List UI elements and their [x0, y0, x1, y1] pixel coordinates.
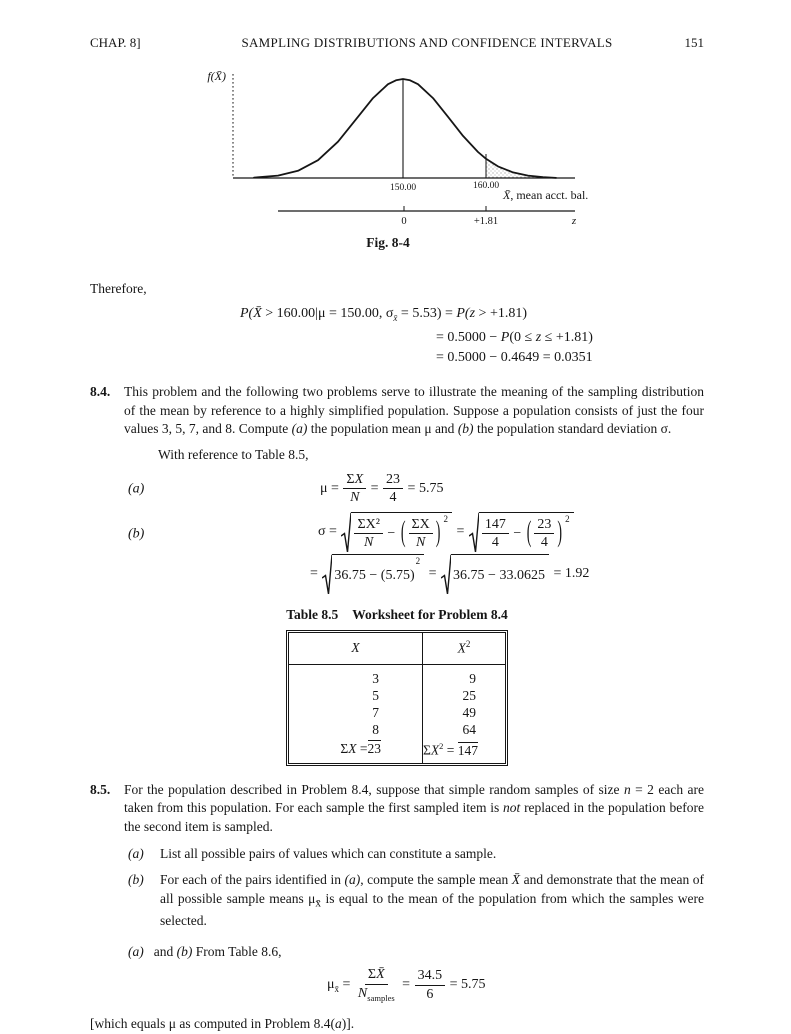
- radical-sign: [441, 554, 451, 594]
- figure-caption: Fig. 8-4: [366, 235, 410, 250]
- table-reference-line: With reference to Table 8.5,: [158, 447, 309, 463]
- table-row: 8 64: [288, 721, 506, 739]
- table-row: 3 9: [288, 664, 506, 688]
- mean-tick-label: 150.00: [390, 183, 416, 193]
- probability-equation: P(X̄ > 160.00|μ = 150.00, σx̄ = 5.53) = …: [240, 304, 704, 368]
- equation-line-2: = 0.5000 − P(0 ≤ z ≤ +1.81): [436, 330, 593, 346]
- radical-sign: [322, 554, 332, 594]
- list-item-a: (a) List all possible pairs of values wh…: [90, 845, 704, 864]
- radical-sign: [341, 512, 351, 552]
- sum-x-cell: ΣX =23: [288, 738, 424, 764]
- table-row: 5 25: [288, 687, 506, 705]
- cutoff-tick-label: 160.00: [473, 181, 499, 191]
- therefore-line: Therefore,: [90, 280, 147, 296]
- z-value-label: +1.81: [474, 216, 498, 227]
- y-axis-label: f(X̄): [207, 69, 226, 83]
- table-header-row: X X2: [288, 632, 506, 666]
- normal-curve: [253, 78, 557, 179]
- chapter-label: CHAP. 8]: [90, 35, 141, 50]
- sum-x-squared-cell: ΣX2 = 147: [423, 741, 478, 758]
- equation-a-body: μ = ΣX N = 23 4 = 5.75: [320, 471, 444, 506]
- table-sum-row: ΣX =23 ΣX2 = 147: [288, 738, 506, 764]
- x-axis-label: X̄, mean acct. bal.: [502, 188, 588, 202]
- normal-curve-figure: f(X̄) 150.00 160.00 X̄, mean acct. bal. …: [207, 69, 588, 250]
- problem-number: 8.4.: [90, 384, 111, 400]
- answer-intro-line: (a) and (b) From Table 8.6,: [128, 943, 282, 959]
- equation-b: (b) σ = ΣX² N − (ΣX N) 2 = 147 4 − (23 4) 2: [90, 512, 704, 552]
- equation-b-label: (b): [128, 526, 145, 542]
- table-title: Table 8.5 Worksheet for Problem 8.4: [286, 607, 508, 623]
- problem-text: This problem and the following two probl…: [124, 384, 704, 437]
- item-b-label: (b): [128, 872, 144, 888]
- z-axis-label: z: [571, 215, 577, 227]
- table-row: 7 49: [288, 704, 506, 722]
- item-b-text: For each of the pairs identified in (a),…: [160, 872, 704, 929]
- problem-8-5: 8.5. For the population described in Pro…: [90, 781, 704, 837]
- problem-number: 8.5.: [90, 781, 111, 797]
- page-header: CHAP. 8] SAMPLING DISTRIBUTIONS AND CONF…: [90, 34, 704, 52]
- shaded-tail-region: [486, 158, 553, 178]
- item-a-text: List all possible pairs of values which …: [160, 845, 497, 861]
- page-number: 151: [684, 35, 705, 50]
- mean-of-sample-means-equation: μx̄ = ΣX̄ Nsamples = 34.5 6 = 5.75: [327, 967, 486, 1003]
- closing-remark: [which equals μ as computed in Problem 8…: [90, 1016, 355, 1032]
- problem-8-4: 8.4. This problem and the following two …: [90, 383, 704, 439]
- equation-a-label: (a): [128, 480, 145, 496]
- list-item-b: (b) For each of the pairs identified in …: [90, 871, 704, 930]
- page-title: SAMPLING DISTRIBUTIONS AND CONFIDENCE IN…: [241, 35, 613, 50]
- worksheet-table: X X2 3 9 5 25 7 49: [288, 632, 506, 764]
- figure-8-4: f(X̄) 150.00 160.00 X̄, mean acct. bal. …: [168, 60, 704, 264]
- equation-b-line-2: = 36.75 − (5.75) 2 = 36.75 − 33.0625 = 1.…: [310, 554, 704, 594]
- column-header-x: X: [288, 632, 424, 666]
- table-8-5: Table 8.5 Worksheet for Problem 8.4 X X2 …: [286, 606, 508, 766]
- equation-a: (a) μ = ΣX N = 23 4 = 5.75: [90, 472, 704, 506]
- equation-line-3: = 0.5000 − 0.4649 = 0.0351: [436, 350, 593, 366]
- equation-b-line-1: σ = ΣX² N − (ΣX N) 2 = 147 4 − (23 4) 2: [318, 512, 704, 552]
- problem-text: For the population described in Problem …: [124, 781, 704, 834]
- z-zero-label: 0: [401, 216, 406, 227]
- item-a-label: (a): [128, 845, 144, 861]
- column-header-x-squared: X2: [422, 632, 506, 666]
- table-border: X X2 3 9 5 25 7 49: [286, 630, 508, 766]
- equation-line-1: P(X̄ > 160.00|μ = 150.00, σx̄ = 5.53) = …: [240, 306, 527, 324]
- radical-sign: [469, 512, 479, 552]
